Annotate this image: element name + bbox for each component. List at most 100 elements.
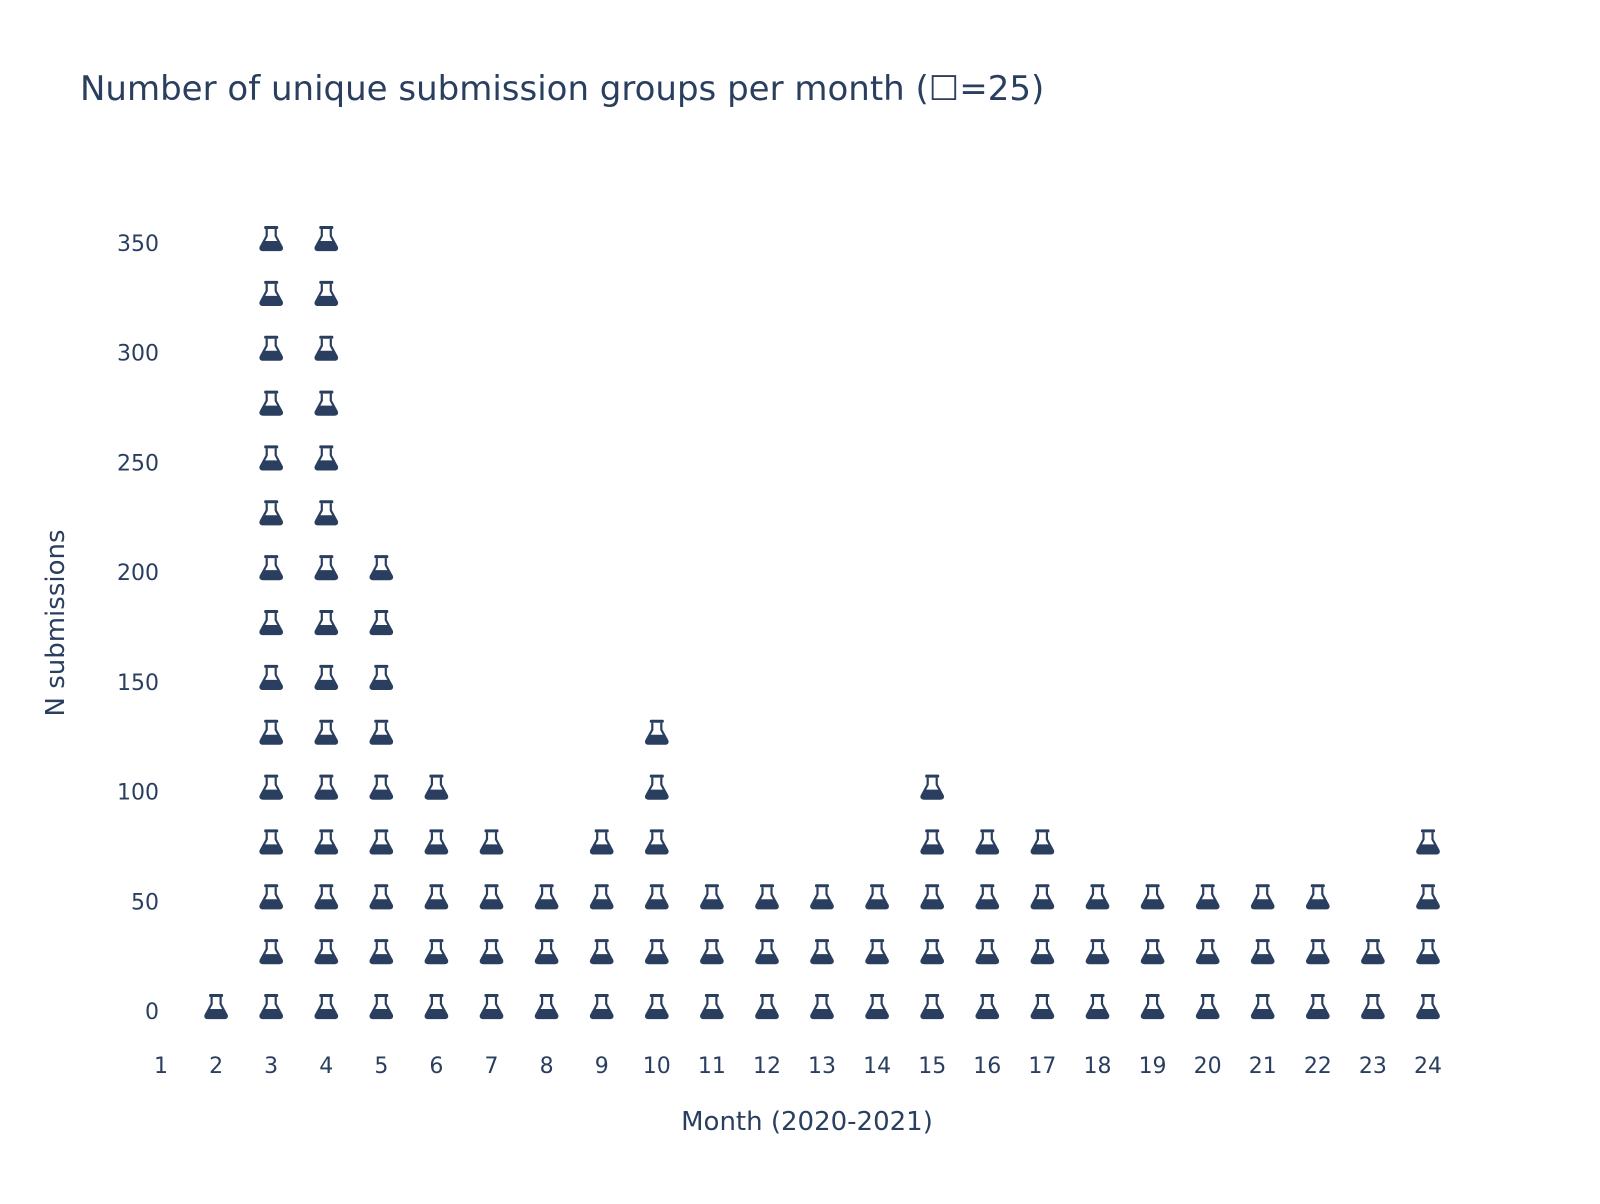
flask-icon bbox=[1416, 829, 1440, 855]
flask-icon bbox=[1085, 939, 1110, 965]
x-tick-label: 19 bbox=[1139, 1054, 1167, 1079]
flask-icon bbox=[644, 829, 669, 855]
flask-icon bbox=[259, 774, 284, 800]
flask-icon bbox=[865, 994, 889, 1020]
flask-icon bbox=[314, 610, 339, 636]
flask-icon bbox=[975, 884, 1000, 910]
y-tick-label: 150 bbox=[117, 671, 159, 696]
flask-icon bbox=[424, 939, 449, 965]
flask-icon bbox=[314, 774, 339, 800]
flask-icon bbox=[204, 994, 228, 1020]
flask-icon bbox=[810, 994, 834, 1020]
x-tick-label: 8 bbox=[540, 1054, 554, 1079]
flask-icon bbox=[1195, 994, 1220, 1020]
flask-icon bbox=[314, 445, 339, 471]
flask-icon bbox=[314, 226, 339, 252]
flask-icon bbox=[314, 719, 339, 745]
x-tick-label: 14 bbox=[863, 1054, 891, 1079]
flask-icon bbox=[369, 774, 394, 800]
flask-icon bbox=[314, 390, 339, 416]
flask-icon bbox=[369, 994, 394, 1020]
x-tick-label: 24 bbox=[1414, 1054, 1442, 1079]
flask-icon bbox=[1140, 939, 1165, 965]
flask-icon bbox=[369, 884, 394, 910]
flask-icon bbox=[259, 445, 284, 471]
flask-icon bbox=[1305, 884, 1330, 910]
flask-icon bbox=[259, 829, 284, 855]
flask-icon bbox=[259, 280, 284, 306]
flask-icon bbox=[1085, 994, 1110, 1020]
x-axis-ticks: 1 2 3 4 5 6 7 8 9 10 11 12 13 14 15 16 17 18 19 20 21 22 23 24 bbox=[154, 1054, 1442, 1079]
x-tick-label: 18 bbox=[1083, 1054, 1111, 1079]
flask-icon bbox=[1305, 994, 1330, 1020]
x-tick-label: 11 bbox=[698, 1054, 726, 1079]
flask-icon bbox=[1030, 994, 1055, 1020]
flask-icon bbox=[259, 994, 284, 1020]
x-tick-label: 6 bbox=[429, 1054, 443, 1079]
x-tick-label: 23 bbox=[1359, 1054, 1387, 1079]
flask-icon bbox=[314, 555, 339, 581]
flask-icon bbox=[589, 994, 614, 1020]
flask-icon bbox=[644, 884, 669, 910]
flask-icon bbox=[479, 884, 504, 910]
x-tick-label: 1 bbox=[154, 1054, 168, 1079]
x-tick-label: 3 bbox=[264, 1054, 278, 1079]
x-tick-label: 9 bbox=[595, 1054, 609, 1079]
flask-icon bbox=[1305, 939, 1330, 965]
flask-icon bbox=[259, 610, 284, 636]
flask-icon bbox=[920, 774, 945, 800]
flask-icon bbox=[589, 829, 614, 855]
flask-icon bbox=[644, 994, 669, 1020]
y-tick-label: 200 bbox=[117, 561, 159, 586]
flask-icon bbox=[259, 390, 284, 416]
flask-icon bbox=[644, 719, 669, 745]
y-tick-label: 50 bbox=[131, 890, 159, 915]
x-tick-label: 15 bbox=[918, 1054, 946, 1079]
flask-icon bbox=[920, 829, 945, 855]
x-tick-label: 12 bbox=[753, 1054, 781, 1079]
x-tick-label: 5 bbox=[374, 1054, 388, 1079]
flask-icon bbox=[975, 994, 1000, 1020]
flask-icon bbox=[259, 226, 284, 252]
flask-icon bbox=[589, 939, 614, 965]
y-axis-ticks: 0 50 100 150 200 250 300 350 bbox=[117, 232, 159, 1025]
flask-icon bbox=[314, 884, 339, 910]
flask-icon bbox=[1416, 939, 1440, 965]
flask-icon bbox=[314, 994, 339, 1020]
flask-icon bbox=[479, 939, 504, 965]
flask-icon bbox=[479, 994, 504, 1020]
chart-title: Number of unique submission groups per m… bbox=[80, 69, 1044, 109]
flask-icon bbox=[369, 939, 394, 965]
flask-icon bbox=[1250, 939, 1275, 965]
flask-icon bbox=[1416, 884, 1440, 910]
flask-icon bbox=[1361, 939, 1385, 965]
flask-icon bbox=[589, 884, 614, 910]
flask-icon bbox=[424, 774, 449, 800]
y-tick-label: 300 bbox=[117, 342, 159, 367]
flask-icon bbox=[1140, 994, 1165, 1020]
flask-icon bbox=[700, 939, 724, 965]
x-axis-title: Month (2020-2021) bbox=[681, 1107, 933, 1137]
flask-icon bbox=[644, 939, 669, 965]
flask-icon bbox=[259, 884, 284, 910]
flask-icon bbox=[314, 500, 339, 526]
x-tick-label: 4 bbox=[319, 1054, 333, 1079]
flask-icon bbox=[810, 884, 834, 910]
flask-icon bbox=[700, 994, 724, 1020]
flask-icon bbox=[259, 664, 284, 691]
flask-icon bbox=[534, 939, 559, 965]
y-tick-label: 350 bbox=[117, 232, 159, 257]
x-tick-label: 17 bbox=[1028, 1054, 1056, 1079]
flask-icon bbox=[700, 884, 724, 910]
x-tick-label: 16 bbox=[973, 1054, 1001, 1079]
flask-icon bbox=[755, 884, 779, 910]
y-tick-label: 100 bbox=[117, 781, 159, 806]
x-tick-label: 20 bbox=[1194, 1054, 1222, 1079]
flask-icon bbox=[259, 939, 284, 965]
flask-icon bbox=[1250, 994, 1275, 1020]
flask-icon bbox=[975, 939, 1000, 965]
x-tick-label: 7 bbox=[485, 1054, 499, 1079]
flask-icon bbox=[755, 939, 779, 965]
flask-icon bbox=[259, 719, 284, 745]
